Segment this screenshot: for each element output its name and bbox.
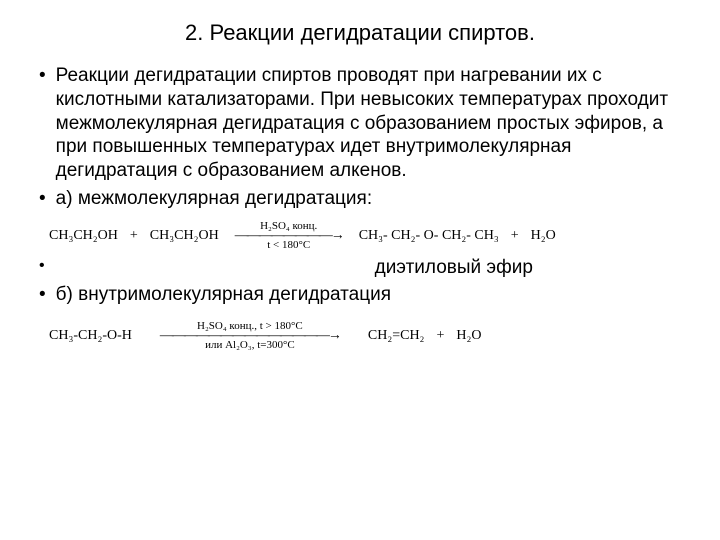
eq1-product2: H₂O bbox=[531, 228, 556, 244]
paragraph-b-text: б) внутримолекулярная дегидратация bbox=[56, 283, 685, 307]
eq1-arrow: H₂SO₄ конц. ————————→ t < 180°C bbox=[235, 221, 343, 251]
paragraph-main-text: Реакции дегидратации спиртов проводят пр… bbox=[56, 64, 685, 183]
eq1-plus2: + bbox=[511, 228, 519, 244]
equation-intramolecular: CH₃-CH₂-O-H H₂SO₄ конц., t > 180°C —————… bbox=[35, 321, 685, 351]
eq2-arrow-bottom: или Al₂O₃, t=300°C bbox=[205, 340, 295, 351]
bullet-icon: • bbox=[39, 257, 45, 283]
eq1-plus1: + bbox=[130, 228, 138, 244]
paragraph-a: • а) межмолекулярная дегидратация: bbox=[35, 187, 685, 211]
paragraph-b: • б) внутримолекулярная дегидратация bbox=[35, 283, 685, 307]
bullet-icon: • bbox=[39, 187, 46, 211]
paragraph-main: • Реакции дегидратации спиртов проводят … bbox=[35, 64, 685, 183]
ether-label-row: • диэтиловый эфир bbox=[35, 257, 685, 283]
eq2-arrow: H₂SO₄ конц., t > 180°C ——————————————→ и… bbox=[160, 321, 340, 351]
paragraph-a-text: а) межмолекулярная дегидратация: bbox=[56, 187, 685, 211]
eq1-reactant2: CH₃CH₂OH bbox=[150, 228, 219, 244]
eq1-reactant1: CH₃CH₂OH bbox=[49, 228, 118, 244]
eq1-arrow-bottom: t < 180°C bbox=[267, 240, 310, 251]
eq1-product1: CH₃- CH₂- O- CH₂- CH₃ bbox=[359, 228, 499, 244]
page-title: 2. Реакции дегидратации спиртов. bbox=[35, 20, 685, 46]
eq2-reactant1: CH₃-CH₂-O-H bbox=[49, 328, 132, 344]
bullet-icon: • bbox=[39, 64, 46, 183]
eq2-plus: + bbox=[436, 328, 444, 344]
ether-label: диэтиловый эфир bbox=[375, 257, 533, 279]
equation-intermolecular: CH₃CH₂OH + CH₃CH₂OH H₂SO₄ конц. ————————… bbox=[35, 221, 685, 251]
eq2-product1: CH₂=CH₂ bbox=[368, 328, 425, 344]
bullet-icon: • bbox=[39, 283, 46, 307]
eq2-product2: H₂O bbox=[456, 328, 481, 344]
